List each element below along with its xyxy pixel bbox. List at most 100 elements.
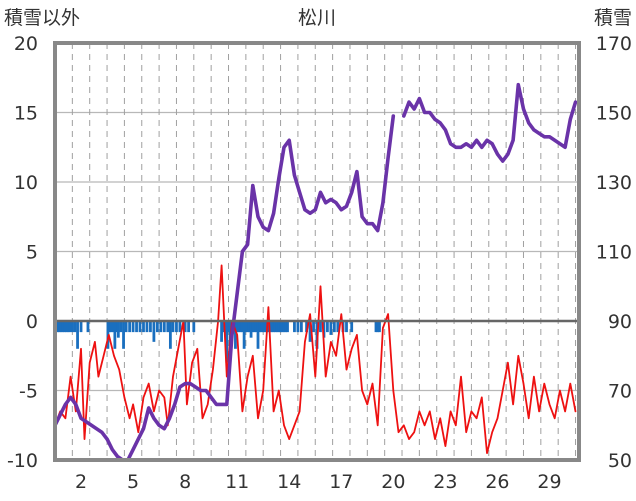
precip-bar (66, 321, 70, 333)
precip-bar (63, 321, 66, 333)
precip-bar (162, 321, 166, 333)
precip-bar (124, 321, 128, 333)
precip-bar (142, 321, 145, 333)
x-tick-label: 20 (381, 471, 405, 493)
precip-bar (277, 321, 281, 333)
precip-bar (261, 321, 265, 333)
precip-bar (246, 321, 249, 333)
precip-bar (378, 321, 381, 333)
precip-bar (225, 321, 229, 363)
precip-bar (305, 321, 308, 333)
precip-bar (284, 321, 288, 333)
right-tick-label: 110 (596, 242, 632, 264)
precip-bar (242, 321, 246, 349)
x-tick-label: 14 (277, 471, 301, 493)
precip-bar (260, 321, 263, 333)
precip-bar (138, 321, 142, 333)
precip-bar (178, 321, 182, 333)
left-tick-label: 15 (14, 103, 38, 125)
precip-bar (258, 321, 262, 333)
precip-bar (221, 321, 225, 333)
precip-bar (237, 321, 241, 333)
precip-bar (116, 321, 120, 338)
left-axis-ticks: 20 15 10 5 0 -5 -10 (7, 33, 38, 472)
precip-bar (220, 321, 223, 342)
precip-bar (187, 321, 191, 333)
precip-bar (312, 321, 315, 333)
right-tick-label: 170 (596, 33, 632, 55)
right-axis-title: 積雪 (594, 7, 632, 29)
precip-bar (166, 321, 170, 333)
precip-bar (329, 321, 333, 335)
x-tick-label: 2 (75, 471, 87, 493)
left-tick-label: -5 (19, 381, 38, 403)
precip-bar (122, 321, 125, 349)
x-tick-label: 26 (485, 471, 509, 493)
precip-bar (149, 321, 152, 333)
precip-bar (319, 321, 322, 333)
precip-bar (263, 321, 267, 333)
precip-bar (59, 321, 63, 333)
precip-bar (86, 321, 90, 333)
precip-bar (235, 321, 239, 333)
precip-bar (68, 321, 72, 333)
precip-bar (192, 321, 196, 333)
precip-bar (76, 321, 79, 349)
precip-bar (61, 321, 65, 333)
x-tick-label: 23 (433, 471, 457, 493)
precip-bar (350, 321, 354, 333)
precip-bar (175, 321, 178, 333)
precip-bar (244, 321, 248, 333)
precip-bar (332, 321, 336, 333)
precip-bar (279, 321, 282, 333)
precip-bar (253, 321, 256, 333)
precip-bar (128, 321, 132, 333)
chart-title: 松川 (298, 7, 336, 29)
precip-bar (227, 321, 230, 333)
precip-bar (145, 321, 149, 333)
precip-bar (293, 321, 296, 333)
precip-bar (256, 321, 260, 349)
precip-bar (79, 321, 83, 333)
precip-bar (70, 321, 74, 333)
right-axis-ticks: 170 150 130 110 90 70 50 (596, 33, 632, 472)
precip-bar (239, 321, 243, 333)
x-axis-ticks: 2 5 8 11 14 17 20 23 26 29 (75, 471, 562, 493)
left-axis-title: 積雪以外 (4, 7, 80, 29)
precip-bar (73, 321, 77, 333)
precip-bar (270, 321, 274, 333)
precip-bar (299, 321, 303, 333)
left-tick-label: 20 (14, 33, 38, 55)
x-tick-label: 11 (225, 471, 249, 493)
gridlines (55, 42, 579, 461)
precip-bar (376, 321, 380, 333)
precip-bar (275, 321, 279, 333)
precip-bar (171, 321, 175, 333)
precip-bar (280, 321, 284, 333)
precip-bar (234, 321, 237, 349)
left-tick-label: -10 (7, 450, 38, 472)
precipitation-bars (54, 321, 381, 363)
right-tick-label: 50 (608, 450, 632, 472)
precip-bar (64, 321, 68, 333)
right-tick-label: 130 (596, 172, 632, 194)
precip-bar (273, 321, 277, 333)
left-tick-label: 5 (26, 242, 38, 264)
snow-depth-line (53, 82, 578, 462)
precip-bar (56, 321, 60, 333)
precip-bar (272, 321, 276, 333)
x-tick-label: 29 (537, 471, 561, 493)
data-lines (53, 82, 578, 462)
plot-frame (53, 41, 581, 462)
precip-bar (131, 321, 135, 333)
precip-bar (282, 321, 286, 333)
precip-bar (336, 321, 340, 333)
precip-bar (152, 321, 156, 342)
x-tick-label: 5 (127, 471, 139, 493)
x-tick-label: 17 (329, 471, 353, 493)
precip-bar (308, 321, 312, 342)
precip-bar (159, 321, 163, 333)
precip-bar (322, 321, 326, 338)
precip-bar (109, 321, 113, 333)
precip-bar (111, 321, 115, 333)
